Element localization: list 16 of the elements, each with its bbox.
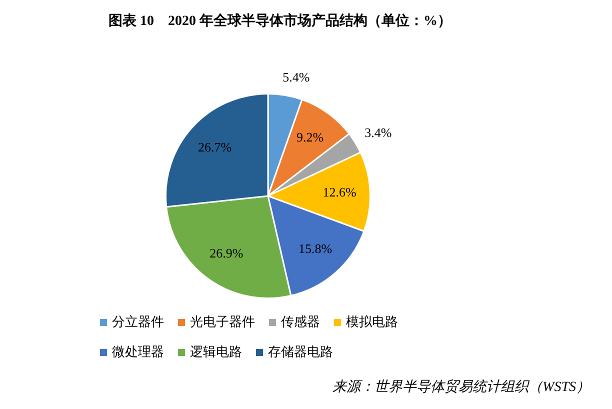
chart-title: 图表 10 2020 年全球半导体市场产品结构（单位：%） [108,12,452,30]
legend-label: 微处理器 [112,343,164,361]
data-label: 9.2% [296,130,324,145]
data-label: 5.4% [282,70,310,85]
legend-label: 分立器件 [112,313,164,331]
data-label: 12.6% [322,184,356,200]
data-label: 26.7% [198,140,232,155]
data-label: 15.8% [298,241,332,256]
legend-label: 光电子器件 [190,313,255,331]
source-note: 来源：世界半导体贸易统计组织（WSTS） [332,378,590,396]
data-label: 26.9% [210,246,244,261]
legend-label: 传感器 [281,313,320,331]
data-label: 3.4% [364,125,392,140]
legend-label: 存储器电路 [268,343,333,361]
legend-label: 逻辑电路 [190,343,242,361]
legend-label: 模拟电路 [346,313,398,331]
